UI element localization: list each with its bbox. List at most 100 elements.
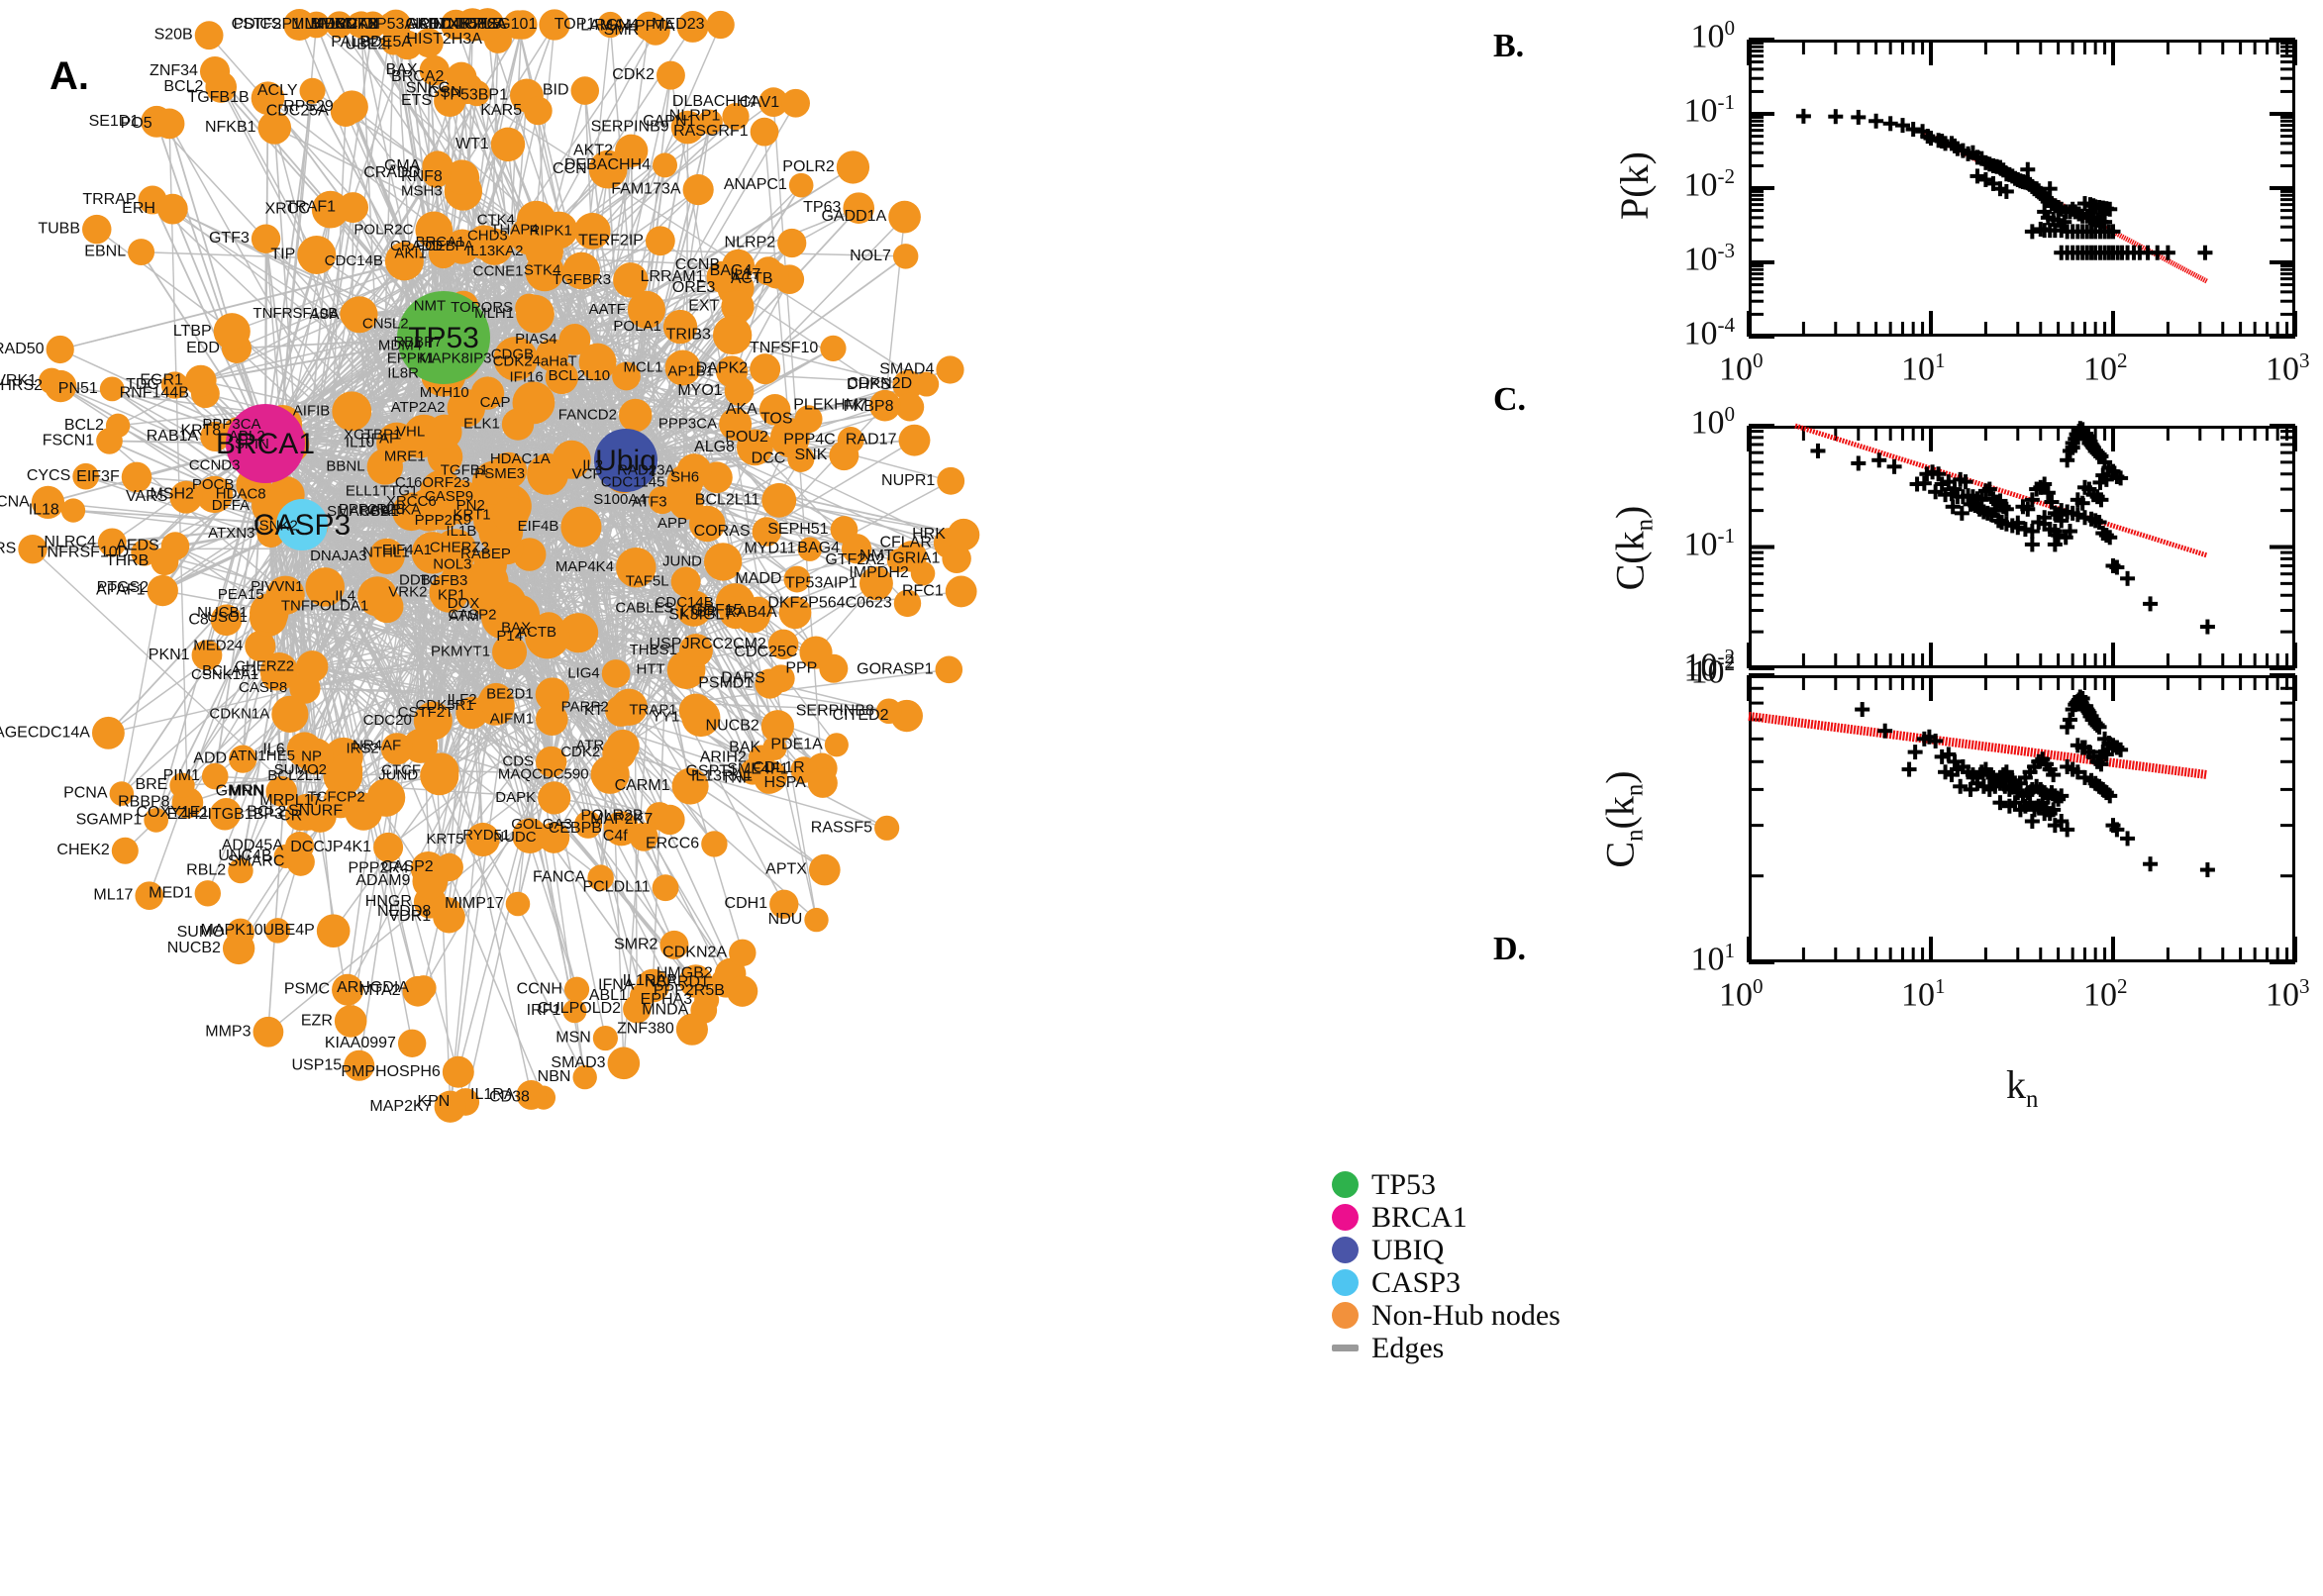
network-node[interactable]	[109, 781, 135, 806]
network-node[interactable]	[414, 28, 444, 58]
network-node[interactable]	[472, 9, 503, 41]
network-node[interactable]	[128, 239, 155, 266]
network-node[interactable]	[752, 517, 782, 547]
network-node[interactable]	[539, 9, 570, 41]
network-node[interactable]	[781, 88, 810, 118]
network-node[interactable]	[512, 818, 549, 854]
network-node[interactable]	[380, 30, 406, 55]
network-node[interactable]	[469, 561, 509, 601]
network-node[interactable]	[465, 822, 500, 857]
network-node[interactable]	[259, 652, 299, 691]
network-node[interactable]	[525, 232, 563, 271]
network-node[interactable]	[560, 506, 602, 548]
network-node[interactable]	[335, 90, 368, 124]
hub-node-casp3[interactable]	[276, 499, 328, 550]
network-node[interactable]	[60, 498, 86, 523]
network-node[interactable]	[160, 371, 189, 399]
network-node[interactable]	[368, 538, 405, 574]
network-node[interactable]	[868, 389, 901, 422]
network-node[interactable]	[397, 1029, 427, 1057]
network-node[interactable]	[442, 1055, 474, 1088]
network-node[interactable]	[562, 999, 587, 1024]
network-node[interactable]	[535, 677, 570, 712]
network-node[interactable]	[401, 420, 440, 458]
network-node[interactable]	[587, 864, 614, 891]
network-node[interactable]	[761, 482, 797, 518]
network-node[interactable]	[366, 778, 406, 817]
network-node[interactable]	[724, 376, 755, 406]
network-node[interactable]	[892, 244, 919, 269]
network-node[interactable]	[447, 388, 486, 428]
network-node[interactable]	[422, 158, 452, 188]
network-node[interactable]	[671, 767, 709, 805]
network-node[interactable]	[328, 752, 363, 788]
network-node[interactable]	[478, 682, 514, 718]
network-node[interactable]	[689, 505, 726, 543]
network-node[interactable]	[412, 863, 449, 899]
network-node[interactable]	[613, 262, 649, 298]
network-node[interactable]	[299, 77, 326, 104]
network-node[interactable]	[490, 451, 528, 489]
hub-node-brca1[interactable]	[226, 404, 305, 483]
network-node[interactable]	[670, 566, 701, 597]
network-node[interactable]	[45, 369, 77, 403]
network-node[interactable]	[151, 547, 179, 576]
network-node[interactable]	[777, 228, 807, 258]
network-node[interactable]	[676, 453, 712, 489]
network-node[interactable]	[573, 810, 603, 839]
network-node[interactable]	[205, 71, 238, 103]
network-node[interactable]	[31, 485, 65, 520]
network-node[interactable]	[719, 596, 753, 630]
network-node[interactable]	[829, 441, 859, 471]
network-node[interactable]	[750, 117, 779, 147]
network-node[interactable]	[273, 844, 298, 868]
hub-node-tp53[interactable]	[397, 291, 490, 384]
network-node[interactable]	[169, 480, 203, 514]
network-node[interactable]	[794, 405, 823, 434]
network-node[interactable]	[434, 84, 466, 118]
network-node[interactable]	[373, 832, 404, 862]
network-node[interactable]	[515, 293, 544, 323]
network-node[interactable]	[762, 261, 789, 289]
network-node[interactable]	[366, 449, 404, 485]
network-node[interactable]	[257, 111, 292, 145]
network-node[interactable]	[729, 939, 757, 967]
network-node[interactable]	[538, 822, 570, 853]
network-node[interactable]	[937, 466, 965, 495]
network-node[interactable]	[332, 973, 364, 1006]
network-node[interactable]	[769, 889, 799, 919]
network-node[interactable]	[572, 1064, 597, 1090]
network-node[interactable]	[841, 534, 872, 564]
network-node[interactable]	[629, 822, 658, 851]
network-node[interactable]	[712, 315, 753, 355]
network-node[interactable]	[601, 659, 631, 688]
network-node[interactable]	[678, 964, 713, 998]
network-node[interactable]	[947, 518, 980, 551]
network-node[interactable]	[670, 110, 705, 145]
network-node[interactable]	[493, 337, 539, 381]
network-node[interactable]	[636, 968, 670, 1003]
network-node[interactable]	[895, 541, 928, 572]
network-node[interactable]	[429, 572, 469, 613]
network-node[interactable]	[131, 539, 157, 566]
network-node[interactable]	[545, 360, 578, 395]
network-node[interactable]	[229, 745, 257, 773]
network-node[interactable]	[463, 79, 490, 107]
network-node[interactable]	[616, 547, 656, 588]
network-node[interactable]	[344, 1049, 375, 1081]
network-node[interactable]	[618, 398, 653, 433]
network-node[interactable]	[676, 11, 709, 43]
hub-node-ubiq[interactable]	[594, 429, 657, 492]
network-node[interactable]	[874, 815, 900, 841]
network-node[interactable]	[606, 729, 640, 763]
network-node[interactable]	[808, 853, 841, 886]
network-node[interactable]	[645, 226, 675, 256]
network-node[interactable]	[662, 309, 698, 345]
network-node[interactable]	[843, 192, 875, 224]
network-node[interactable]	[767, 629, 799, 660]
network-node[interactable]	[201, 762, 229, 790]
network-node[interactable]	[303, 11, 330, 39]
network-node[interactable]	[893, 589, 922, 618]
network-node[interactable]	[653, 152, 678, 178]
network-node[interactable]	[722, 249, 756, 282]
